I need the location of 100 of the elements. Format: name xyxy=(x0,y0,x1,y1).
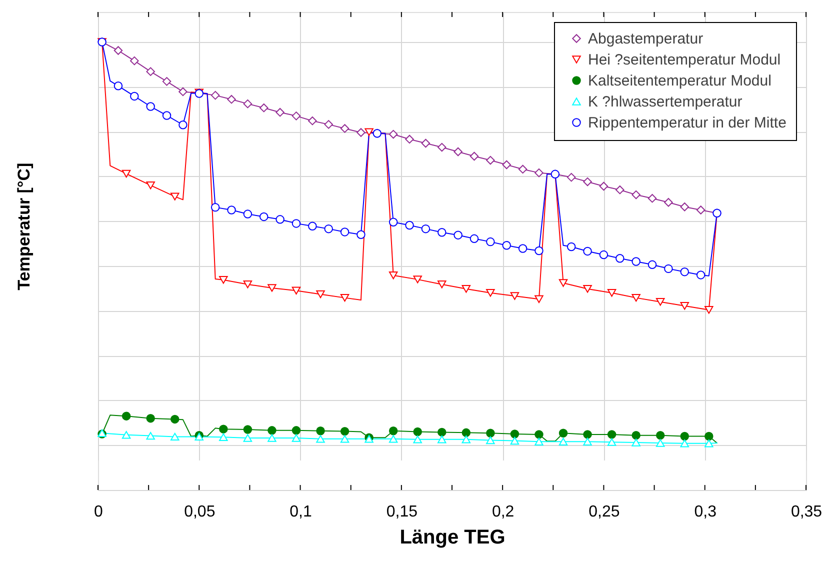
point xyxy=(276,108,284,117)
point xyxy=(583,430,592,439)
point xyxy=(316,426,325,436)
x-tick-label: 0 xyxy=(94,504,104,520)
point xyxy=(599,250,608,260)
point xyxy=(656,439,665,447)
point xyxy=(388,435,398,443)
point xyxy=(704,432,714,441)
point xyxy=(268,284,276,292)
point xyxy=(210,90,220,100)
point xyxy=(178,87,188,96)
point xyxy=(413,436,422,444)
x-tick-label: 0,3 xyxy=(694,504,717,520)
point xyxy=(114,82,123,90)
point xyxy=(178,120,188,130)
point xyxy=(421,224,430,234)
point xyxy=(146,432,155,440)
point xyxy=(438,280,446,288)
point xyxy=(219,424,228,434)
point xyxy=(632,190,640,200)
point xyxy=(607,438,616,446)
x-tick-label: 0,35 xyxy=(790,504,822,520)
point xyxy=(696,270,706,280)
point xyxy=(616,185,624,194)
point xyxy=(486,156,495,165)
point xyxy=(632,257,640,266)
point xyxy=(146,102,155,111)
point xyxy=(292,426,301,435)
legend-label: Abgastemperatur xyxy=(588,30,704,48)
point xyxy=(680,267,689,276)
point xyxy=(632,430,640,440)
legend-label: K ?hlwassertemperatur xyxy=(588,94,742,110)
point xyxy=(405,134,414,144)
point xyxy=(130,92,139,101)
point xyxy=(146,414,155,423)
point xyxy=(316,290,325,298)
point xyxy=(534,438,544,446)
point xyxy=(680,432,689,441)
point xyxy=(566,242,576,252)
point xyxy=(276,215,284,224)
point xyxy=(648,260,657,270)
point xyxy=(388,130,398,139)
legend-label: Rippentemperatur in der Mitte xyxy=(588,114,786,132)
legend-label: Kaltseitentemperatur Modul xyxy=(588,72,772,90)
point xyxy=(162,77,172,86)
point xyxy=(243,280,252,288)
point xyxy=(607,289,616,297)
point xyxy=(340,426,350,436)
point xyxy=(438,436,446,444)
point xyxy=(518,164,528,174)
x-axis-title: Länge TEG xyxy=(400,526,506,548)
point xyxy=(680,202,689,212)
point xyxy=(308,222,317,230)
point xyxy=(632,438,640,446)
x-tick-label: 0,15 xyxy=(386,504,418,520)
point xyxy=(356,128,366,137)
point xyxy=(534,295,544,304)
point xyxy=(170,432,180,441)
point xyxy=(122,431,131,439)
point xyxy=(680,440,689,448)
point xyxy=(656,430,665,440)
point xyxy=(599,182,608,191)
point xyxy=(210,202,220,212)
point xyxy=(583,284,592,293)
point xyxy=(438,428,446,437)
point xyxy=(292,112,301,120)
point xyxy=(664,198,673,207)
point xyxy=(486,436,495,444)
point xyxy=(364,128,374,136)
point xyxy=(114,46,123,55)
point xyxy=(510,292,520,300)
point xyxy=(470,152,479,161)
point xyxy=(122,170,131,178)
point xyxy=(558,428,568,438)
point xyxy=(219,276,228,284)
point xyxy=(486,237,495,246)
point xyxy=(413,427,422,436)
point xyxy=(438,228,446,237)
point xyxy=(486,289,495,297)
point xyxy=(454,230,462,240)
point xyxy=(388,272,398,280)
point xyxy=(316,435,325,443)
point xyxy=(558,438,568,446)
point xyxy=(356,230,366,240)
point xyxy=(324,120,333,129)
point xyxy=(340,294,350,302)
point xyxy=(566,172,576,182)
point xyxy=(583,177,592,186)
point xyxy=(292,434,301,442)
point xyxy=(268,434,276,442)
point xyxy=(704,440,714,448)
point xyxy=(502,160,511,170)
x-tick-label: 0,05 xyxy=(184,504,216,520)
point xyxy=(518,244,528,253)
point xyxy=(656,298,665,306)
point xyxy=(292,286,301,294)
point xyxy=(340,228,350,236)
point xyxy=(616,254,624,263)
point xyxy=(324,224,333,234)
point xyxy=(243,210,252,218)
